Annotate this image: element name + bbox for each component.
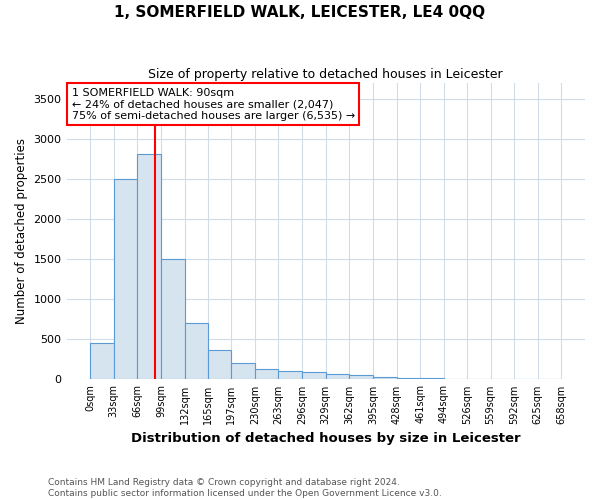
Bar <box>114 179 137 380</box>
Y-axis label: Number of detached properties: Number of detached properties <box>15 138 28 324</box>
Bar <box>467 379 491 380</box>
Bar <box>208 350 231 380</box>
Bar <box>161 260 185 380</box>
Text: Contains HM Land Registry data © Crown copyright and database right 2024.
Contai: Contains HM Land Registry data © Crown c… <box>48 478 442 498</box>
Bar <box>278 372 302 380</box>
Bar <box>326 374 349 380</box>
Bar <box>302 372 326 380</box>
Bar <box>444 378 467 380</box>
Bar <box>349 376 373 380</box>
Bar <box>137 154 161 380</box>
X-axis label: Distribution of detached houses by size in Leicester: Distribution of detached houses by size … <box>131 432 521 445</box>
Bar <box>185 324 208 380</box>
Text: 1, SOMERFIELD WALK, LEICESTER, LE4 0QQ: 1, SOMERFIELD WALK, LEICESTER, LE4 0QQ <box>115 5 485 20</box>
Text: 1 SOMERFIELD WALK: 90sqm
← 24% of detached houses are smaller (2,047)
75% of sem: 1 SOMERFIELD WALK: 90sqm ← 24% of detach… <box>72 88 355 120</box>
Bar <box>255 369 278 380</box>
Bar <box>421 378 444 380</box>
Bar <box>397 378 421 380</box>
Bar <box>231 364 255 380</box>
Title: Size of property relative to detached houses in Leicester: Size of property relative to detached ho… <box>148 68 503 80</box>
Bar <box>373 376 397 380</box>
Bar <box>90 344 114 380</box>
